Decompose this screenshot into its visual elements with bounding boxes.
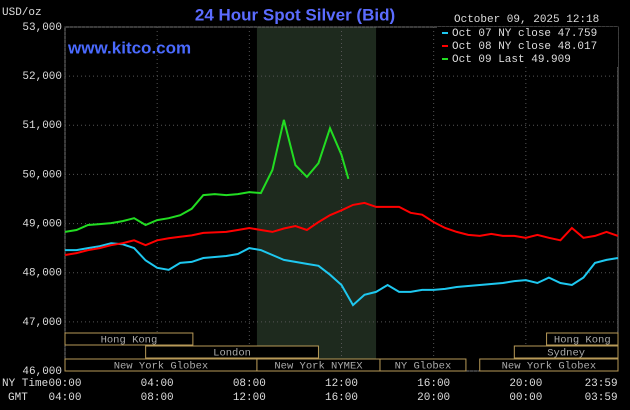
session-bar [64,332,194,346]
x-tick-label: 12:00 [325,378,358,390]
x-tick-label: 20:00 [509,378,542,390]
gmt-tick-label: 03:59 [585,392,618,404]
x-tick-label: 16:00 [417,378,450,390]
nymex-span [256,27,377,371]
session-bar [379,358,467,372]
y-tick-label: 48,000 [22,268,62,280]
x-tick-label: 23:59 [585,378,618,390]
gmt-tick-label: 08:00 [141,392,174,404]
y-tick-label: 53,000 [22,22,62,34]
x-tick-label: 04:00 [141,378,174,390]
series-line [65,242,619,307]
session-bar [513,345,619,359]
x2-axis-label: GMT [8,392,28,404]
series-line [64,119,350,233]
y-tick-label: 50,000 [22,169,62,181]
session-label: Sydney [547,347,585,359]
x-tick-label: 08:00 [233,378,266,390]
session-bar [145,345,319,359]
y-tick-label: 47,000 [22,317,62,329]
session-label: New York NYMEX [274,360,363,372]
session-bar [546,332,619,346]
session-label: London [213,347,251,359]
legend-label: Oct 07 NY close 47.759 [452,28,597,40]
legend-label: Oct 08 NY close 48.017 [452,41,597,53]
gmt-tick-label: 20:00 [417,392,450,404]
legend-box [437,27,618,67]
session-label: New York Globex [502,360,597,372]
gmt-tick-label: 00:00 [509,392,542,404]
y-tick-label: 52,000 [22,71,62,83]
y-tick-label: 49,000 [22,218,62,230]
x-tick-label: 00:00 [48,378,81,390]
session-label: NY Globex [395,360,452,372]
legend-label: Oct 09 Last 49.909 [452,54,571,66]
session-label: New York Globex [114,360,209,372]
chart-title: 24 Hour Spot Silver (Bid) [195,5,395,24]
session-bar [479,358,619,372]
session-label: Hong Kong [554,334,611,346]
session-label: Hong Kong [101,334,158,346]
gmt-tick-label: 04:00 [48,392,81,404]
timestamp: October 09, 2025 12:18 [454,14,599,26]
gmt-tick-label: 16:00 [325,392,358,404]
x-axis-label: NY Time [2,378,48,390]
gmt-tick-label: 12:00 [233,392,266,404]
series-line [64,201,619,256]
y-tick-label: 46,000 [22,366,62,378]
y-axis-label: USD/oz [2,7,42,19]
site: www.kitco.com [67,38,191,57]
y-tick-label: 51,000 [22,120,62,132]
